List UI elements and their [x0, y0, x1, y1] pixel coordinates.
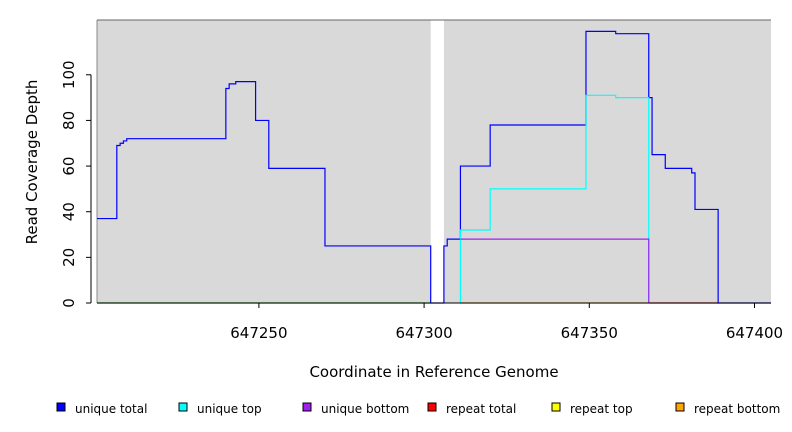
plot-panel-right	[443, 20, 771, 303]
series-unique-total	[97, 30, 771, 304]
y-axis-label: Read Coverage Depth	[23, 80, 41, 245]
legend-label-repeat-bottom: repeat bottom	[694, 402, 780, 416]
x-tick-label: 647350	[561, 324, 618, 342]
plot-panel-left	[97, 20, 431, 303]
legend-swatch-repeat-total	[427, 402, 437, 412]
legend-label-repeat-total: repeat total	[446, 402, 516, 416]
y-tick-label: 0	[60, 298, 78, 308]
y-tick-label: 20	[60, 248, 78, 267]
x-tick-label: 647250	[230, 324, 287, 342]
y-tick-label: 60	[60, 157, 78, 176]
series-unique-bottom	[460, 238, 650, 303]
x-tick-label: 647400	[726, 324, 783, 342]
x-axis-label: Coordinate in Reference Genome	[309, 363, 558, 381]
plot-background	[96, 19, 771, 303]
axes-layer: 0 20 40 60 80 100 647250 647300 647350 647400	[60, 60, 783, 342]
legend-swatch-repeat-bottom	[675, 402, 685, 412]
legend-swatch-unique-top	[178, 402, 188, 412]
series-unique-top	[459, 94, 650, 303]
legend-swatch-repeat-top	[551, 402, 561, 412]
legend: unique total unique top unique bottom repea…	[56, 402, 780, 416]
y-tick-label: 40	[60, 202, 78, 221]
y-tick-label: 100	[60, 60, 78, 89]
y-tick-label: 80	[60, 111, 78, 130]
x-tick-label: 647300	[395, 324, 452, 342]
legend-swatch-unique-total	[56, 402, 66, 412]
legend-label-unique-bottom: unique bottom	[321, 402, 409, 416]
legend-label-repeat-top: repeat top	[570, 402, 633, 416]
legend-label-unique-top: unique top	[197, 402, 262, 416]
legend-label-unique-total: unique total	[75, 402, 147, 416]
legend-swatch-unique-bottom	[302, 402, 312, 412]
